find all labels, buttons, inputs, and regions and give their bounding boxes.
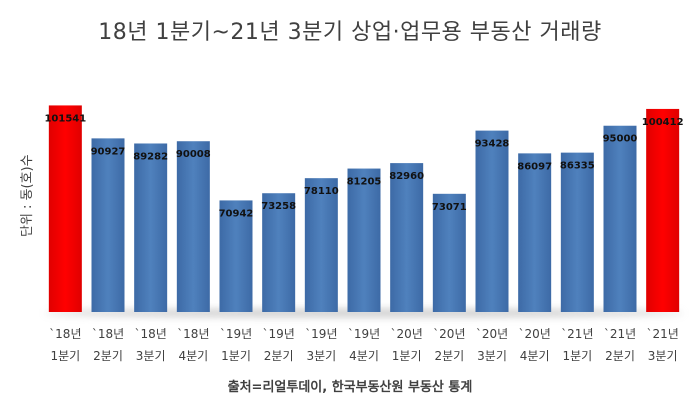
data-label-12: 86097 — [517, 161, 552, 172]
data-label-11: 93428 — [475, 139, 510, 150]
x-tick-year-13: `21년 — [561, 327, 593, 341]
x-tick-quarter-11: 3분기 — [477, 349, 507, 363]
x-tick-year-5: `19년 — [220, 327, 252, 341]
x-tick-quarter-4: 4분기 — [178, 349, 208, 363]
x-tick-year-12: `20년 — [519, 327, 551, 341]
x-tick-quarter-5: 1분기 — [221, 349, 251, 363]
data-label-3: 89282 — [133, 151, 168, 162]
x-tick-year-2: `18년 — [92, 327, 124, 341]
x-tick-year-9: `20년 — [391, 327, 423, 341]
x-tick-year-7: `19년 — [305, 327, 337, 341]
x-tick-quarter-2: 2분기 — [93, 349, 123, 363]
x-tick-year-4: `18년 — [177, 327, 209, 341]
data-label-1: 101541 — [44, 113, 86, 124]
bar-7 — [304, 178, 338, 312]
data-label-7: 78110 — [304, 186, 339, 197]
x-tick-quarter-7: 3분기 — [306, 349, 336, 363]
bar-5 — [219, 200, 253, 312]
bar-9 — [390, 163, 424, 312]
source-note: 출처=리얼투데이, 한국부동산원 부동산 통계 — [227, 380, 473, 395]
bar-8 — [347, 168, 381, 312]
data-label-10: 73071 — [432, 202, 467, 213]
x-tick-quarter-14: 2분기 — [605, 349, 635, 363]
data-label-8: 81205 — [347, 177, 382, 188]
x-tick-year-3: `18년 — [135, 327, 167, 341]
chart-title: 18년 1분기~21년 3분기 상업·업무용 부동산 거래량 — [98, 20, 602, 45]
data-label-14: 95000 — [603, 134, 638, 145]
bar-11 — [475, 130, 509, 312]
data-label-5: 70942 — [219, 208, 254, 219]
x-tick-year-1: `18년 — [49, 327, 81, 341]
bar-4 — [176, 141, 210, 312]
bar-14 — [603, 125, 637, 312]
bar-1 — [48, 105, 82, 312]
x-tick-year-10: `20년 — [433, 327, 465, 341]
bar-12 — [518, 153, 552, 312]
x-tick-quarter-13: 1분기 — [562, 349, 592, 363]
x-tick-year-15: `21년 — [647, 327, 679, 341]
x-tick-year-8: `19년 — [348, 327, 380, 341]
x-tick-quarter-6: 2분기 — [264, 349, 294, 363]
x-tick-quarter-3: 3분기 — [136, 349, 166, 363]
x-tick-quarter-9: 1분기 — [392, 349, 422, 363]
bar-10 — [432, 193, 466, 312]
data-label-13: 86335 — [560, 161, 595, 172]
x-tick-quarter-8: 4분기 — [349, 349, 379, 363]
bar-6 — [262, 193, 296, 312]
data-label-15: 100412 — [642, 117, 684, 128]
x-tick-quarter-10: 2분기 — [434, 349, 464, 363]
data-label-2: 90927 — [91, 146, 126, 157]
x-tick-quarter-15: 3분기 — [648, 349, 678, 363]
data-label-6: 73258 — [261, 201, 296, 212]
bar-13 — [560, 152, 594, 312]
x-tick-year-11: `20년 — [476, 327, 508, 341]
bar-15 — [646, 108, 680, 313]
x-tick-year-14: `21년 — [604, 327, 636, 341]
bar-2 — [91, 138, 125, 312]
x-tick-year-6: `19년 — [263, 327, 295, 341]
x-tick-quarter-12: 4분기 — [520, 349, 550, 363]
data-label-9: 82960 — [389, 171, 424, 182]
data-label-4: 90008 — [176, 149, 211, 160]
x-tick-quarter-1: 1분기 — [50, 349, 80, 363]
bar-3 — [134, 143, 168, 312]
